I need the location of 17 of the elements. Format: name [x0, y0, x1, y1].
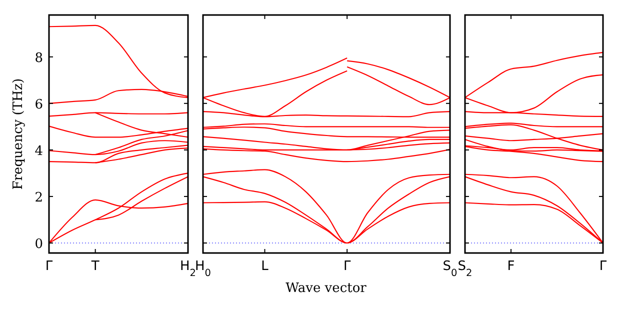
y-tick-label: 2	[34, 190, 43, 206]
x-tick-label: Γ	[599, 259, 608, 274]
x-tick-label: L	[261, 259, 270, 274]
x-tick-label: S$_{0}$	[442, 259, 458, 278]
y-tick-label: 0	[34, 236, 43, 252]
x-tick-label: H$_{0}$	[195, 259, 211, 278]
y-tick-label: 4	[34, 144, 43, 159]
x-tick-label: Γ	[343, 259, 352, 274]
x-axis-title: Wave vector	[286, 281, 368, 296]
x-tick-label: S$_{2}$	[458, 259, 472, 278]
x-tick-label: T	[90, 259, 100, 274]
x-tick-label: Γ	[45, 259, 54, 274]
y-axis-title: Frequency (THz)	[11, 78, 26, 190]
x-tick-label: H$_{2}$	[180, 259, 196, 278]
x-tick-label: F	[507, 259, 515, 274]
y-tick-label: 6	[34, 97, 43, 112]
y-tick-label: 8	[34, 50, 43, 66]
